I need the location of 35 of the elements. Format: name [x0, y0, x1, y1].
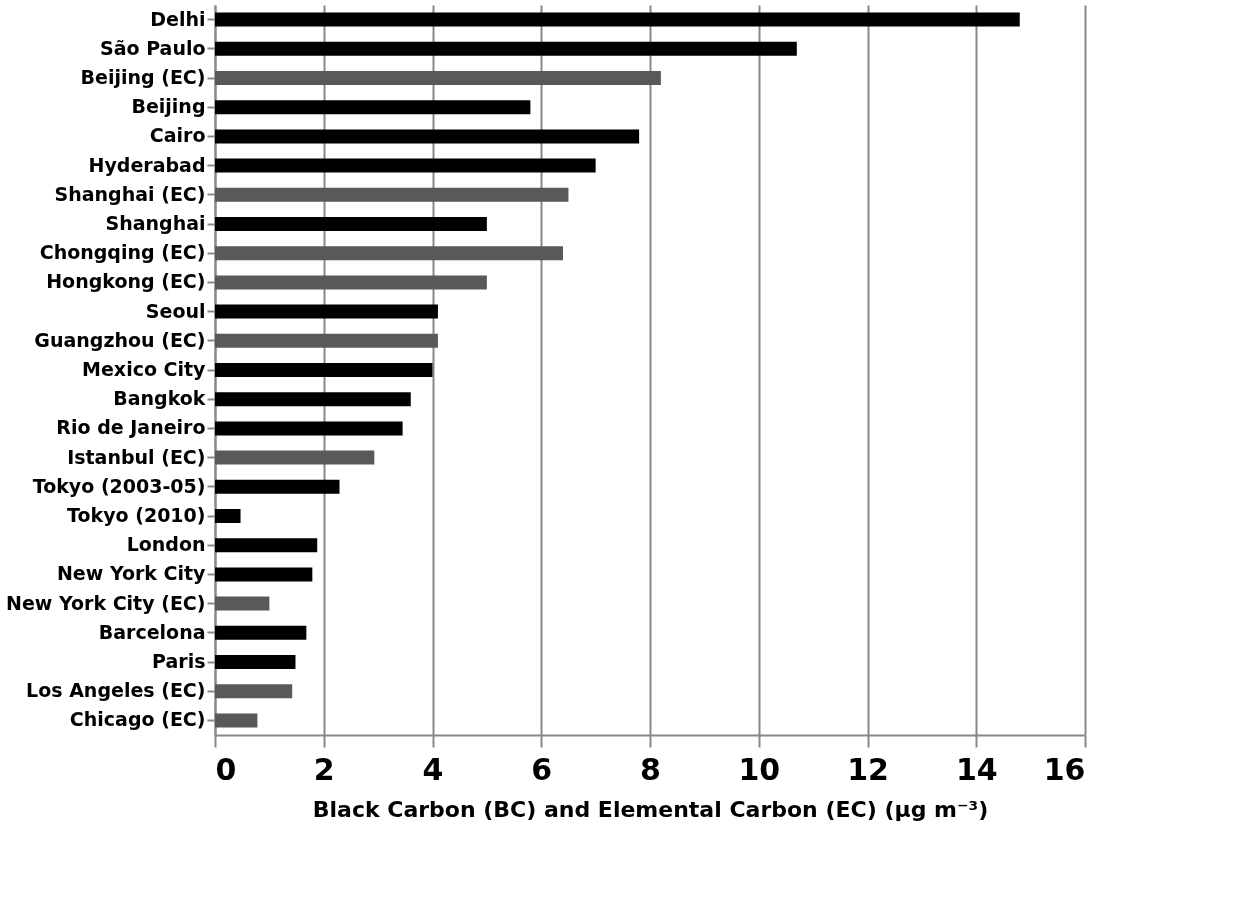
y-tick-label: Shanghai — [105, 212, 206, 234]
y-tick-label: Tokyo (2010) — [67, 504, 206, 526]
y-tick-label: Hongkong (EC) — [46, 270, 206, 293]
y-tick-label: Istanbul (EC) — [67, 445, 206, 468]
x-tick-label: 14 — [955, 751, 998, 787]
y-tick-label: Cairo — [149, 124, 206, 147]
y-tick-label: Beijing (EC) — [80, 66, 206, 88]
x-tick-label: 8 — [640, 751, 661, 787]
x-axis-title: Black Carbon (BC) and Elemental Carbon (EC) (μg m⁻³) — [312, 796, 989, 822]
y-tick-label: London — [126, 533, 206, 556]
y-tick-label: Barcelona — [98, 620, 206, 643]
x-tick-label: 16 — [1043, 751, 1086, 787]
y-tick-label: Chicago (EC) — [69, 708, 206, 731]
y-tick-label: Beijing — [131, 95, 206, 118]
y-tick-label: Delhi — [150, 7, 206, 30]
y-tick-label: Shanghai (EC) — [54, 182, 206, 205]
y-tick-label: Bangkok — [113, 387, 206, 410]
y-tick-label: Chongqing (EC) — [39, 241, 206, 264]
x-tick-label: 12 — [847, 751, 889, 787]
y-tick-label: New York City (EC) — [6, 591, 206, 614]
y-tick-label: Seoul — [145, 299, 206, 322]
y-tick-label: New York City — [56, 562, 207, 585]
y-tick-label: Mexico City — [82, 358, 207, 380]
x-tick-label: 10 — [738, 751, 781, 787]
x-tick-label: 2 — [313, 751, 335, 787]
y-tick-label: Los Angeles (EC) — [26, 679, 206, 702]
y-tick-label: Guangzhou (EC) — [34, 328, 206, 351]
x-tick-label: 6 — [531, 751, 553, 787]
y-tick-label: Paris — [152, 650, 206, 672]
x-tick-label: 0 — [215, 751, 237, 787]
y-tick-label: Rio de Janeiro — [56, 416, 206, 439]
y-tick-label: São Paulo — [99, 36, 206, 59]
y-tick-label: Tokyo (2003-05) — [32, 474, 206, 497]
x-tick-label: 4 — [422, 751, 444, 787]
y-tick-label: Hyderabad — [88, 153, 206, 176]
